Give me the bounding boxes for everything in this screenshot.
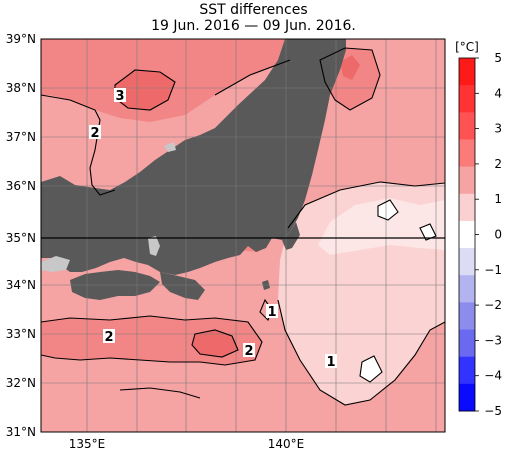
hot-patch-south <box>192 330 238 357</box>
colorbar-swatch <box>459 220 475 249</box>
lake-north <box>164 142 176 152</box>
colorbar-swatches <box>459 58 475 412</box>
lat-label-36: 36°N <box>6 179 36 193</box>
colorbar-tick-label: −4 <box>484 369 502 383</box>
colorbar-tick-label: −3 <box>484 333 502 347</box>
colorbar: [°C] 5 4 3 2 1 0 −1 −2 −3 −4 −5 <box>455 40 502 418</box>
lat-label-31: 31°N <box>6 425 36 439</box>
colorbar-tick-label: 5 <box>494 51 502 65</box>
colorbar-tick-label: 4 <box>494 86 502 100</box>
lake-west <box>41 256 70 272</box>
contour-label-1-center: 1 <box>267 305 276 320</box>
colorbar-tick-label: −1 <box>484 263 502 277</box>
colorbar-swatch <box>459 112 475 140</box>
hot-patch-northeast <box>340 55 360 80</box>
colorbar-swatch <box>459 193 475 222</box>
colorbar-tick-label: −2 <box>484 298 502 312</box>
contours <box>41 47 445 406</box>
colorbar-swatch <box>459 275 475 303</box>
land-kii <box>160 272 205 300</box>
contour-labels: 3 2 2 2 1 1 <box>89 88 337 370</box>
colorbar-tick-label: 3 <box>494 122 502 136</box>
lat-label-37: 37°N <box>6 130 36 144</box>
lat-label-39: 39°N <box>6 32 36 46</box>
colorbar-tick-label: 0 <box>494 228 502 242</box>
lat-label-35: 35°N <box>6 231 36 245</box>
lat-label-38: 38°N <box>6 81 36 95</box>
cool-spot-3 <box>360 356 382 382</box>
colorbar-tick-label: 2 <box>494 157 502 171</box>
contour-label-2-south: 2 <box>244 344 253 359</box>
mild-region-inner <box>318 198 445 255</box>
map-area: 3 2 2 2 1 1 <box>41 39 445 432</box>
lat-label-33: 33°N <box>6 327 36 341</box>
colorbar-swatch <box>459 383 475 412</box>
colorbar-swatch <box>459 329 475 358</box>
land-boso <box>282 222 300 250</box>
colorbar-swatch <box>459 85 475 113</box>
latitude-axis: 39°N 38°N 37°N 36°N 35°N 34°N 33°N 32°N … <box>6 32 36 439</box>
hot-patch-north <box>115 70 175 110</box>
lon-label-135: 135°E <box>69 437 106 451</box>
contour-label-1-east: 1 <box>326 355 335 370</box>
lat-label-32: 32°N <box>6 376 36 390</box>
colorbar-swatch <box>459 139 475 168</box>
colorbar-swatch <box>459 356 475 385</box>
lake-biwa <box>148 236 160 256</box>
contour-label-2-southwest: 2 <box>104 330 113 345</box>
map-subtitle: 19 Jun. 2016 — 09 Jun. 2016. <box>151 18 356 34</box>
colorbar-tick-label: 1 <box>494 192 502 206</box>
colorbar-unit: [°C] <box>455 40 479 54</box>
lon-label-140: 140°E <box>268 437 305 451</box>
contour-label-3: 3 <box>115 89 124 104</box>
colorbar-swatch <box>459 58 475 86</box>
colorbar-swatch <box>459 248 475 276</box>
map-frame <box>40 38 446 433</box>
contour-label-2-north: 2 <box>90 126 99 141</box>
colorbar-tick-label: −5 <box>484 404 502 418</box>
colorbar-swatch <box>459 302 475 331</box>
map-title: SST differences <box>199 2 308 18</box>
lat-label-34: 34°N <box>6 278 36 292</box>
colorbar-swatch <box>459 166 475 195</box>
colorbar-ticks: 5 4 3 2 1 0 −1 −2 −3 −4 −5 <box>475 51 502 418</box>
land-honshu <box>41 39 346 275</box>
longitude-axis: 135°E 140°E <box>69 437 305 451</box>
